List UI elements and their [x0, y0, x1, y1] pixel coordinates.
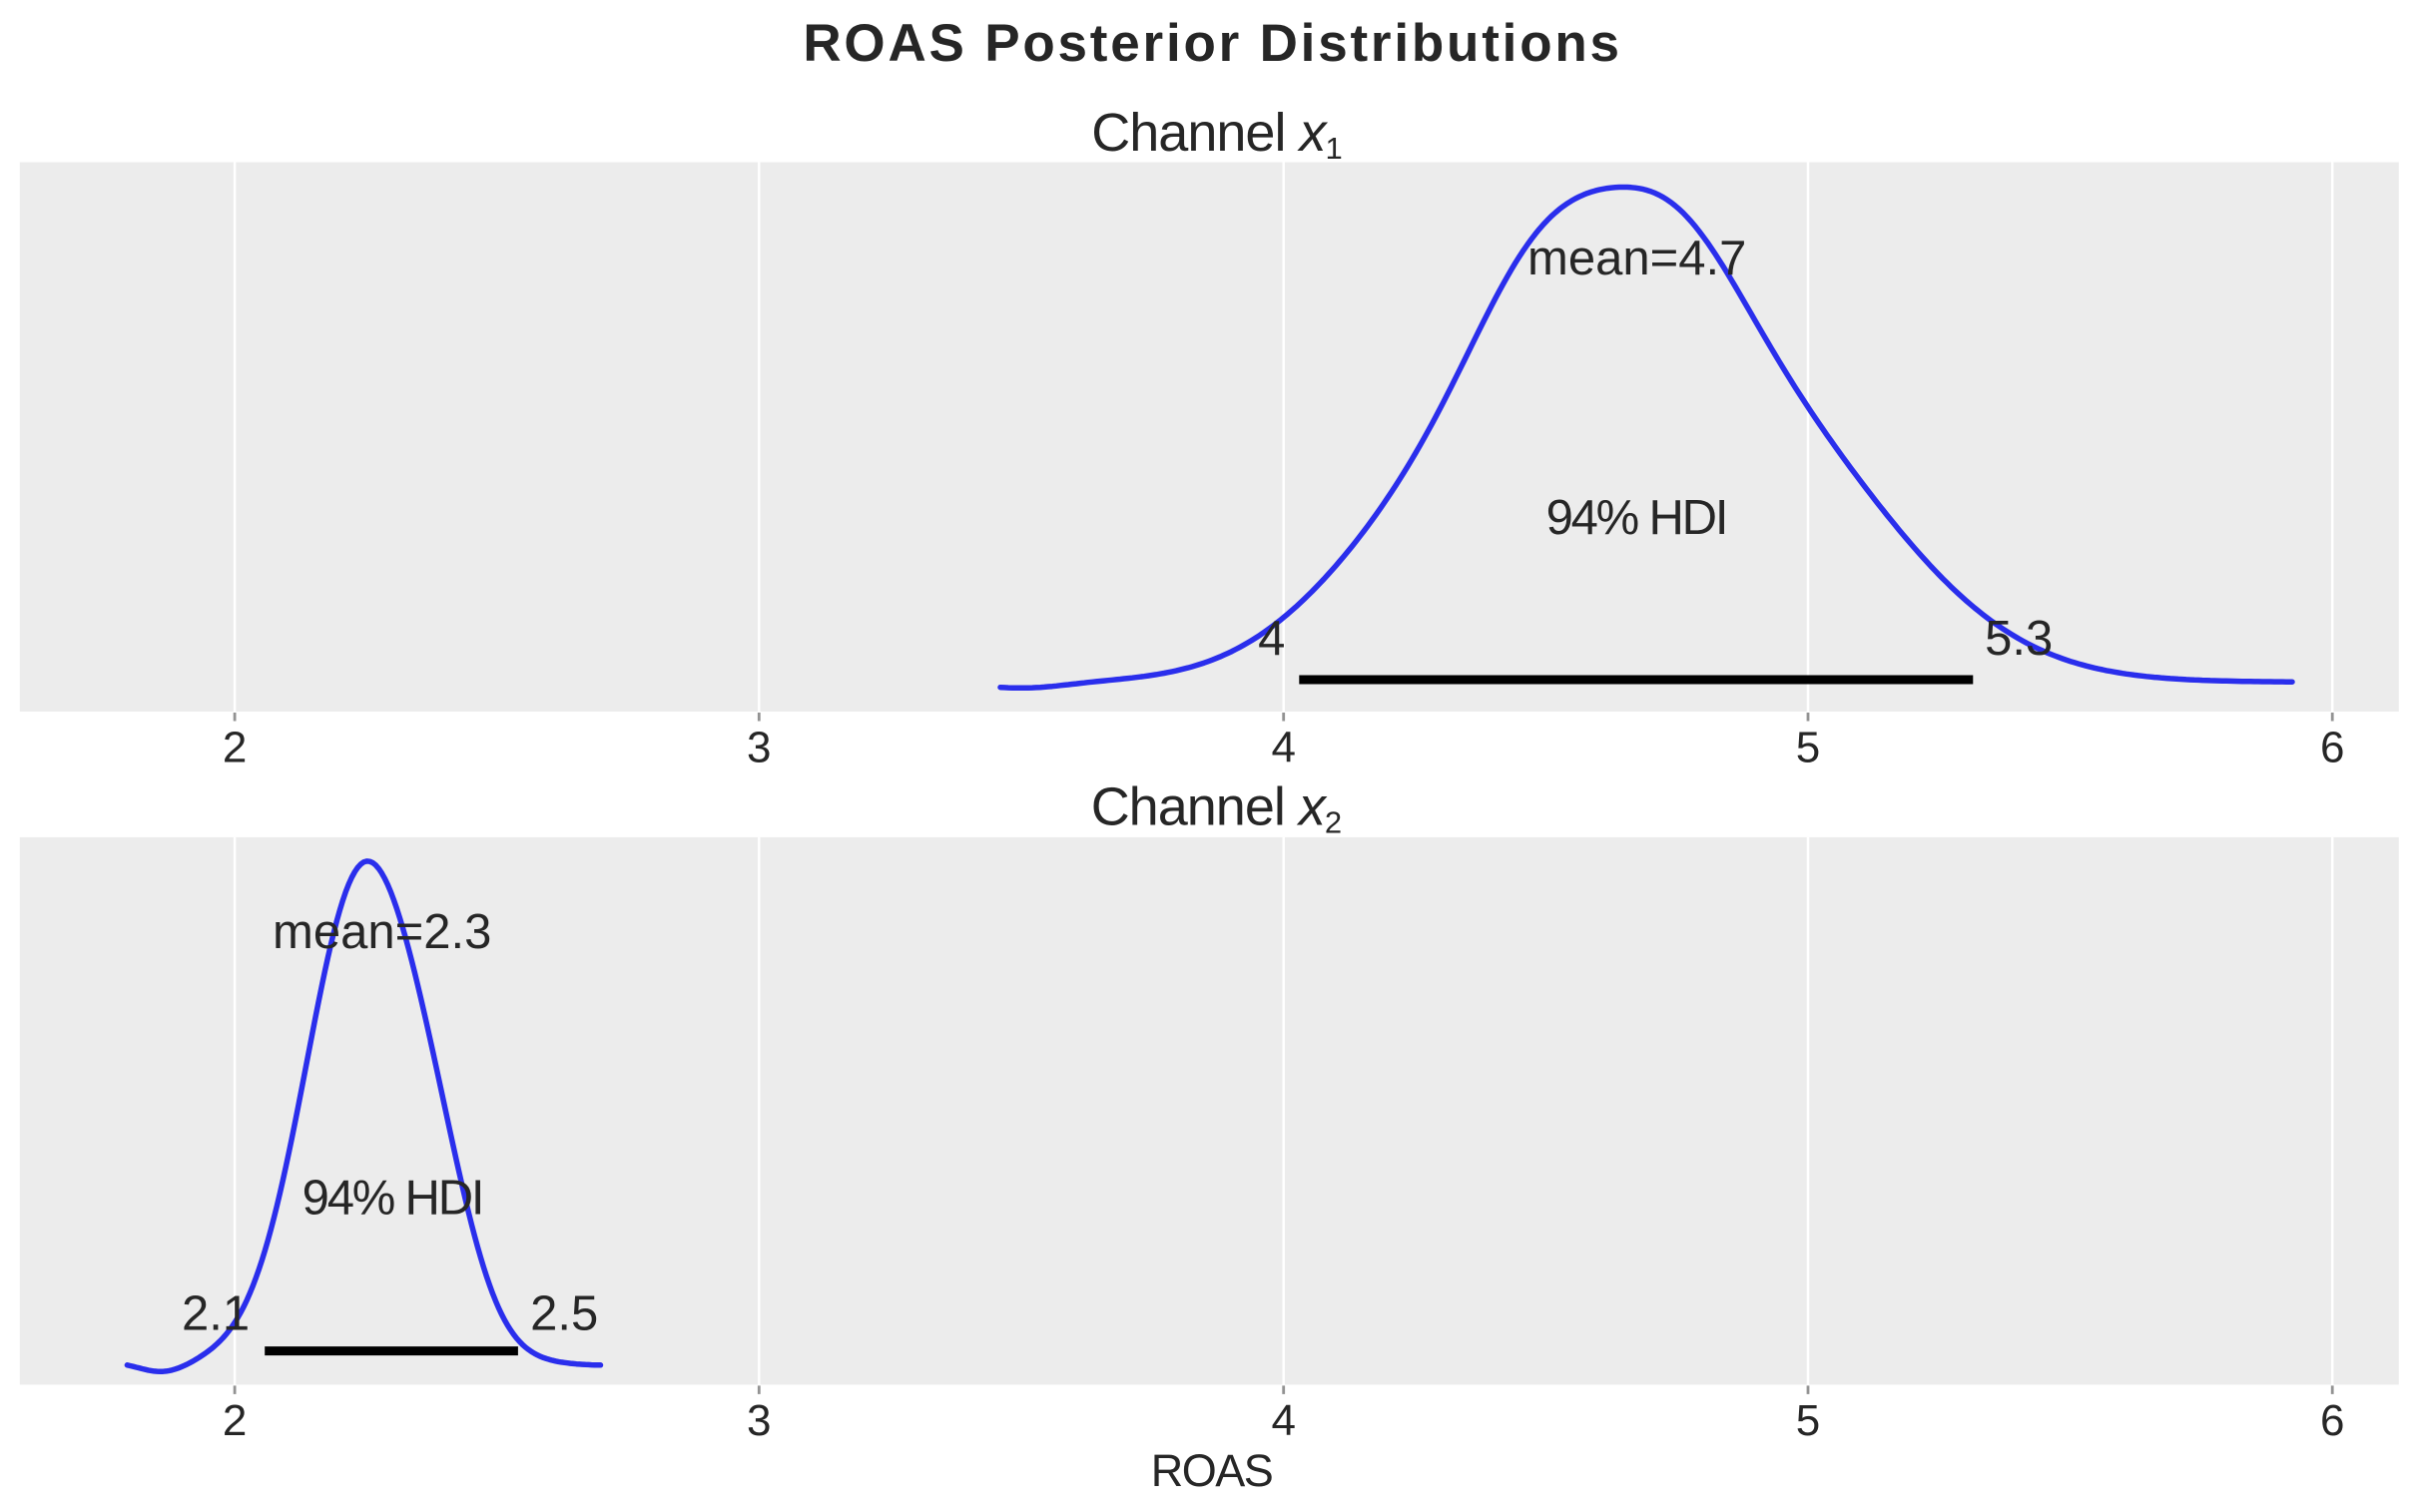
- svg-text:4: 4: [1258, 612, 1285, 666]
- svg-text:Channel x2: Channel x2: [1091, 776, 1341, 839]
- svg-text:ROAS: ROAS: [1151, 1445, 1273, 1496]
- svg-text:5: 5: [1796, 1396, 1820, 1445]
- svg-text:6: 6: [2320, 724, 2344, 772]
- svg-text:Channel x1: Channel x1: [1091, 103, 1341, 166]
- svg-text:2: 2: [223, 1396, 247, 1445]
- svg-text:mean=4.7: mean=4.7: [1527, 232, 1746, 285]
- svg-text:2: 2: [223, 724, 247, 772]
- svg-text:94% HDI: 94% HDI: [302, 1171, 483, 1225]
- svg-text:4: 4: [1271, 1396, 1295, 1445]
- svg-text:mean=2.3: mean=2.3: [273, 905, 491, 959]
- svg-text:3: 3: [747, 1396, 771, 1445]
- svg-text:3: 3: [747, 724, 771, 772]
- svg-text:94% HDI: 94% HDI: [1546, 491, 1727, 545]
- svg-text:ROAS Posterior Distributions: ROAS Posterior Distributions: [803, 14, 1621, 73]
- svg-text:6: 6: [2320, 1396, 2344, 1445]
- svg-text:5: 5: [1796, 724, 1820, 772]
- svg-text:5.3: 5.3: [1985, 612, 2053, 666]
- svg-text:2.5: 2.5: [530, 1287, 598, 1341]
- svg-text:4: 4: [1271, 724, 1295, 772]
- svg-text:2.1: 2.1: [182, 1287, 250, 1341]
